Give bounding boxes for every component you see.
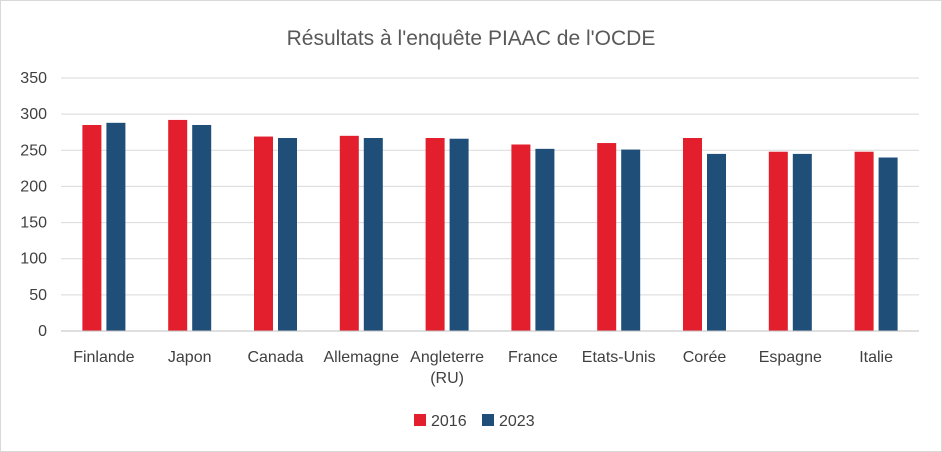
bar-2016-canada — [254, 136, 273, 331]
y-tick-label: 50 — [29, 287, 47, 304]
y-tick-label: 150 — [20, 215, 47, 232]
x-category-label: Angleterre (RU) — [410, 349, 484, 387]
bar-2016-france — [511, 144, 531, 331]
y-tick-label: 200 — [20, 178, 47, 195]
y-tick-label: 0 — [38, 323, 47, 340]
bar-2023-finlande — [106, 122, 126, 332]
bar-2023-japon — [192, 124, 212, 331]
bar-2023-canada — [278, 137, 297, 331]
y-tick-label: 100 — [20, 251, 47, 268]
bar-2016-angleterre-ru- — [425, 137, 445, 331]
bar-2023-allemagne — [363, 137, 383, 331]
x-category-label: Etats-Unis — [582, 349, 656, 366]
x-category-label: Espagne — [759, 349, 822, 366]
bar-2016-japon — [168, 119, 188, 331]
bar-2016-espagne — [768, 151, 788, 331]
legend-swatch-2023 — [482, 414, 494, 426]
bar-2023-espagne — [792, 153, 812, 331]
x-axis-categories: Finlande Japon Canada Allemagne Angleterre (R… — [73, 349, 893, 387]
bar-2016-allemagne — [339, 135, 359, 331]
x-category-label: Corée — [683, 349, 727, 366]
legend-label-2023: 2023 — [499, 413, 535, 430]
y-tick-label: 250 — [20, 142, 47, 159]
legend-label-2016: 2016 — [431, 413, 467, 430]
bar-2023-etats-unis — [621, 149, 641, 331]
bar-2016-finlande — [82, 124, 102, 331]
x-category-label: Finlande — [73, 349, 134, 366]
bar-2016-etats-unis — [597, 143, 617, 331]
gridlines — [61, 77, 919, 296]
bar-2016-cor-e — [683, 137, 702, 331]
x-category-label: Allemagne — [323, 349, 399, 366]
bar-2016-italie — [854, 151, 874, 331]
y-axis-ticks: 0 50 100 150 200 250 300 350 — [20, 70, 47, 340]
bar-2023-angleterre-ru- — [449, 138, 469, 331]
bars — [82, 119, 898, 332]
legend: 2016 2023 — [414, 413, 535, 430]
bar-2023-france — [535, 148, 555, 331]
y-tick-label: 300 — [20, 106, 47, 123]
bar-2023-cor-e — [707, 153, 726, 331]
x-category-label: Italie — [859, 349, 893, 366]
legend-swatch-2016 — [414, 414, 426, 426]
x-category-label: France — [508, 349, 558, 366]
y-tick-label: 350 — [20, 70, 47, 87]
bar-2023-italie — [878, 157, 898, 331]
x-category-label: Japon — [168, 349, 212, 366]
chart-title: Résultats à l'enquête PIAAC de l'OCDE — [287, 27, 656, 50]
x-category-label: Canada — [247, 349, 303, 366]
